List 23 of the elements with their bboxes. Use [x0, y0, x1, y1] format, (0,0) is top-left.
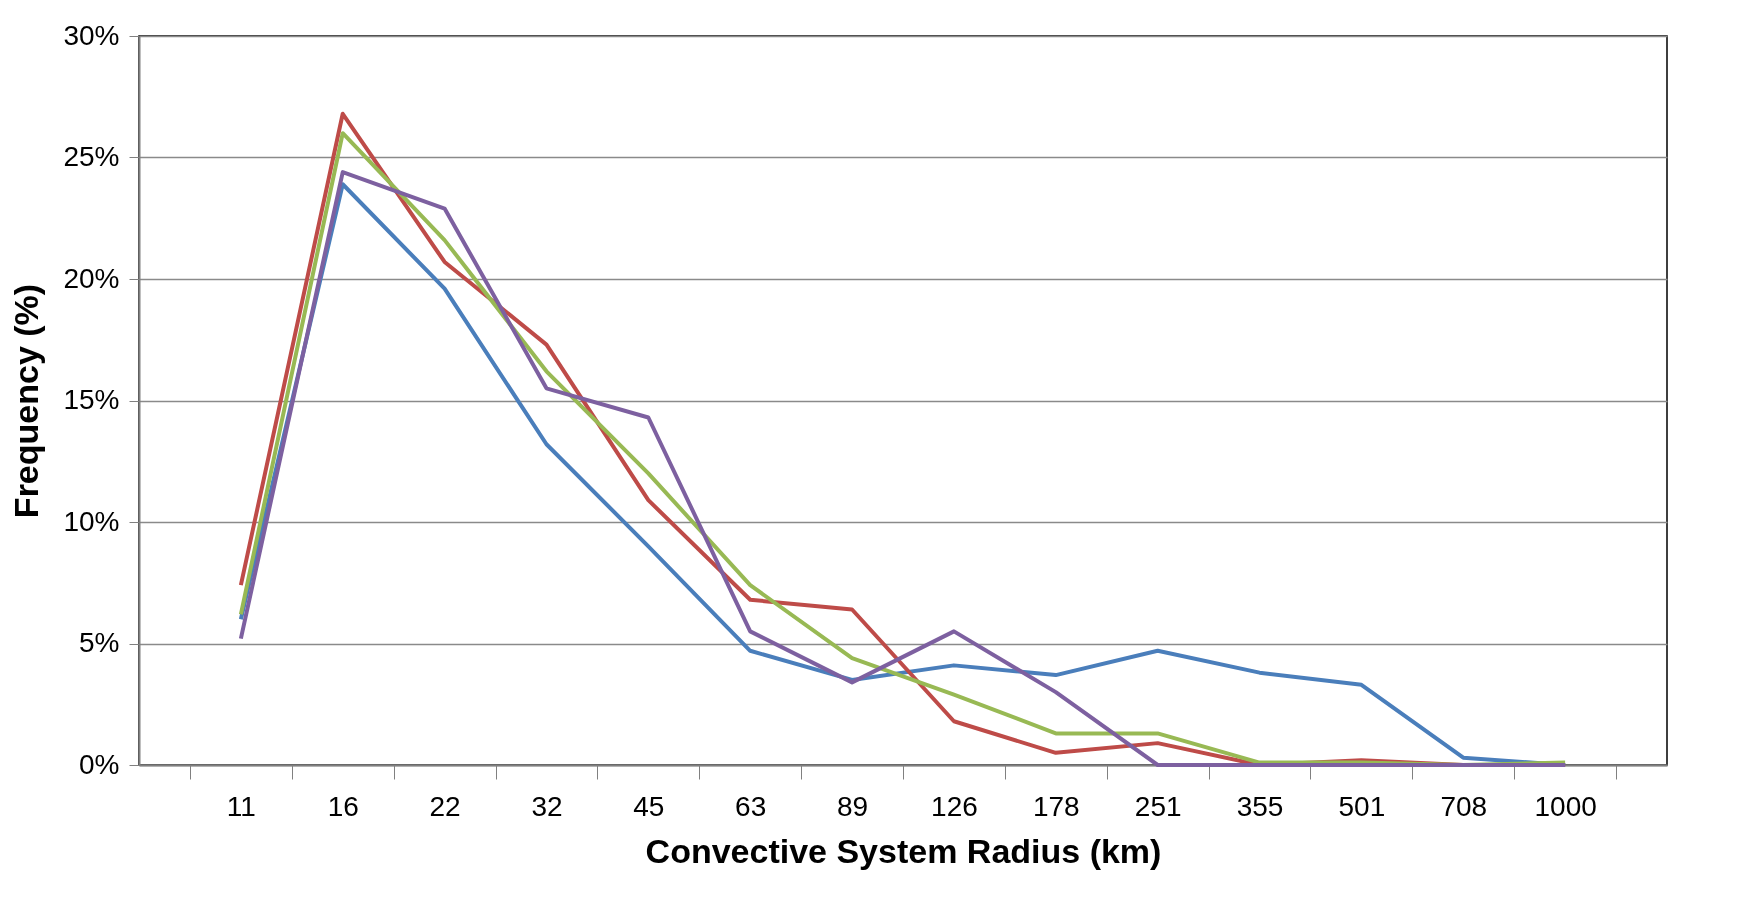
x-tick-label: 11	[226, 790, 256, 822]
x-tick-label: 22	[429, 790, 461, 822]
x-tick-label: 1000	[1534, 790, 1597, 822]
y-tick-label: 25%	[63, 141, 120, 172]
x-tick-label: 126	[931, 790, 978, 822]
y-tick-label: 10%	[63, 505, 120, 537]
x-tick-label: 251	[1134, 790, 1182, 822]
x-tick-label: 32	[531, 790, 563, 822]
x-tick-label: 501	[1338, 790, 1386, 822]
y-tick-label: 0%	[79, 748, 120, 780]
x-tick-label: 89	[836, 790, 869, 822]
x-tick-label: 63	[735, 790, 767, 822]
x-tick-label: 355	[1236, 790, 1284, 822]
x-tick-label: 178	[1032, 790, 1080, 822]
x-tick-label: 708	[1440, 790, 1488, 822]
y-tick-label: 5%	[79, 627, 120, 658]
y-tick-label: 30%	[63, 19, 120, 51]
x-tick-label: 45	[633, 790, 665, 822]
y-axis-title: Frequency (%)	[7, 283, 46, 519]
x-tick-label: 16	[327, 790, 359, 822]
x-axis-title: Convective System Radius (km)	[645, 831, 1162, 870]
y-tick-label: 15%	[63, 384, 120, 415]
y-tick-label: 20%	[63, 262, 120, 294]
